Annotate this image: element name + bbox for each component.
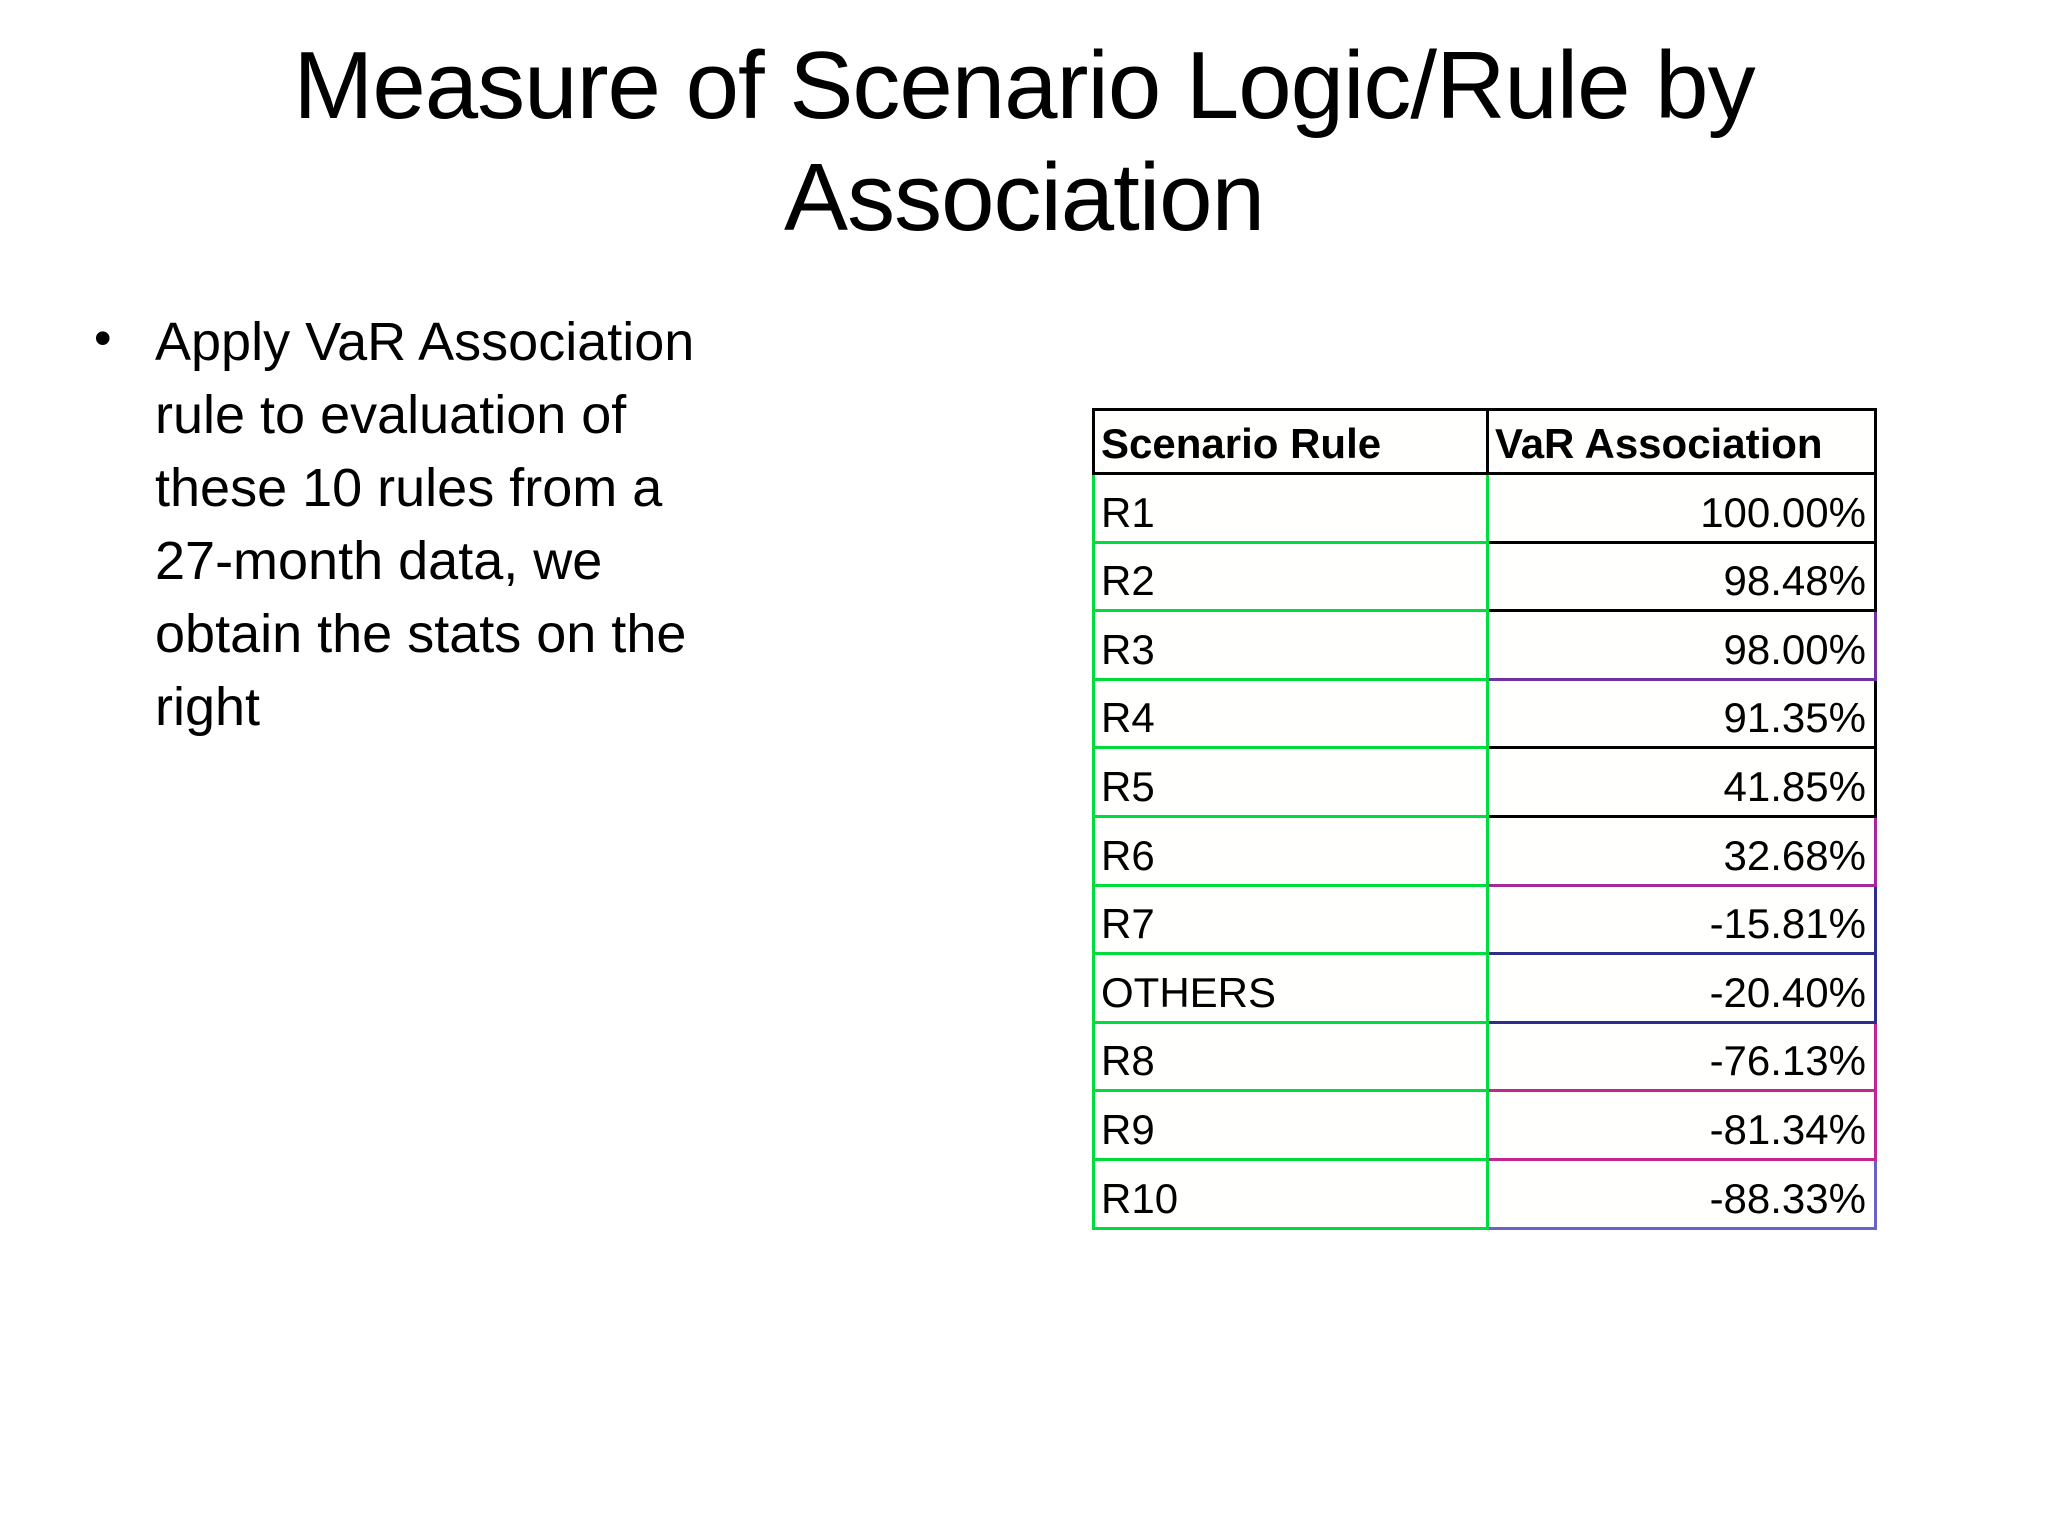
table-row: R9 -81.34% bbox=[1092, 1092, 1877, 1161]
var-value-cell: 100.00% bbox=[1489, 475, 1877, 544]
table-row: OTHERS -20.40% bbox=[1092, 955, 1877, 1024]
scenario-rule-cell: R6 bbox=[1092, 817, 1489, 887]
var-value-cell: 98.48% bbox=[1489, 543, 1877, 613]
bullet-item: • Apply VaR Association rule to evaluati… bbox=[88, 306, 788, 744]
table-header-row: Scenario Rule VaR Association bbox=[1092, 408, 1877, 475]
table-row: R8 -76.13% bbox=[1092, 1023, 1877, 1093]
bullet-text-line: these 10 rules from a bbox=[155, 458, 663, 518]
scenario-rule-cell: R2 bbox=[1092, 543, 1489, 613]
var-value-cell: -20.40% bbox=[1489, 955, 1877, 1024]
scenario-rule-cell: R8 bbox=[1092, 1023, 1489, 1093]
bullet-text: Apply VaR Association rule to evaluation… bbox=[155, 306, 788, 744]
bullet-text-line: rule to evaluation of bbox=[155, 385, 627, 445]
var-value-cell: 98.00% bbox=[1489, 612, 1877, 681]
scenario-rule-cell: R3 bbox=[1092, 612, 1489, 681]
table-row: R10 -88.33% bbox=[1092, 1160, 1877, 1230]
header-var-association: VaR Association bbox=[1489, 408, 1877, 475]
table-row: R1 100.00% bbox=[1092, 475, 1877, 544]
var-value-cell: -81.34% bbox=[1489, 1092, 1877, 1161]
var-value-cell: -76.13% bbox=[1489, 1023, 1877, 1093]
bullet-text-line: right bbox=[155, 677, 261, 737]
var-value-cell: 32.68% bbox=[1489, 817, 1877, 887]
scenario-rule-cell: R9 bbox=[1092, 1092, 1489, 1161]
bullet-text-line: 27-month data, we bbox=[155, 531, 603, 591]
table-row: R4 91.35% bbox=[1092, 680, 1877, 750]
scenario-rule-cell: R10 bbox=[1092, 1160, 1489, 1230]
table-row: R6 32.68% bbox=[1092, 817, 1877, 887]
table-row: R2 98.48% bbox=[1092, 543, 1877, 613]
table-body: R1 100.00% R2 98.48% R3 98.00% R4 91.35%… bbox=[1092, 475, 1877, 1230]
table-row: R3 98.00% bbox=[1092, 612, 1877, 681]
table-row: R5 41.85% bbox=[1092, 749, 1877, 818]
bullet-marker-icon: • bbox=[94, 310, 112, 366]
scenario-rule-cell: R7 bbox=[1092, 886, 1489, 956]
var-value-cell: 41.85% bbox=[1489, 749, 1877, 818]
table-row: R7 -15.81% bbox=[1092, 886, 1877, 956]
bullet-text-line: obtain the stats on the bbox=[155, 604, 687, 664]
scenario-rule-cell: OTHERS bbox=[1092, 955, 1489, 1024]
title-line-1: Measure of Scenario Logic/Rule by bbox=[293, 32, 1755, 139]
scenario-rule-cell: R4 bbox=[1092, 680, 1489, 750]
scenario-rule-cell: R1 bbox=[1092, 475, 1489, 544]
header-scenario-rule: Scenario Rule bbox=[1092, 408, 1489, 475]
var-value-cell: -88.33% bbox=[1489, 1160, 1877, 1230]
bullet-text-line: Apply VaR Association bbox=[155, 312, 695, 372]
var-association-table: Scenario Rule VaR Association R1 100.00%… bbox=[1092, 408, 1877, 1230]
var-value-cell: 91.35% bbox=[1489, 680, 1877, 750]
title-line-2: Association bbox=[784, 144, 1265, 251]
var-value-cell: -15.81% bbox=[1489, 886, 1877, 956]
page-title: Measure of Scenario Logic/Rule by Associ… bbox=[0, 30, 2048, 254]
scenario-rule-cell: R5 bbox=[1092, 749, 1489, 818]
